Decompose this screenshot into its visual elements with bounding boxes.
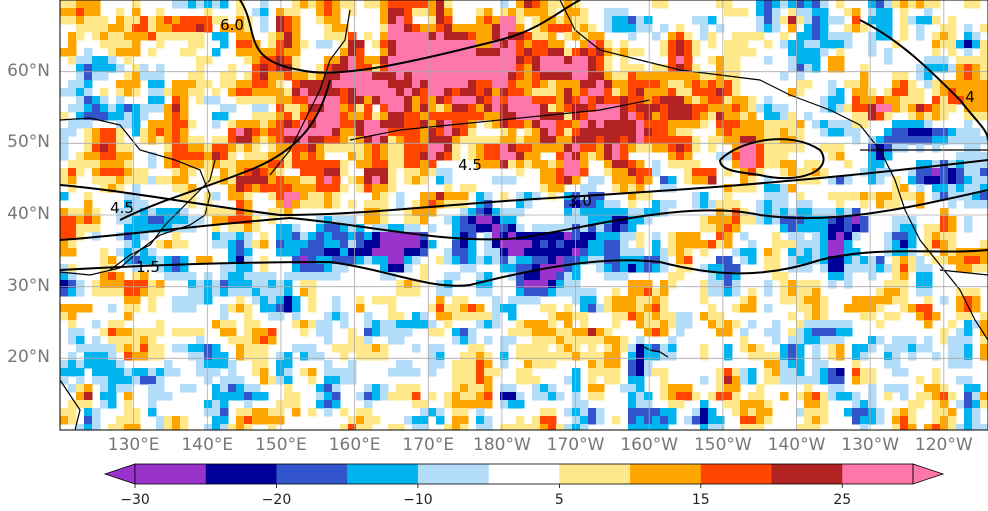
lon-label: 140°W <box>767 435 826 455</box>
colorbar-under-arrow <box>103 463 136 485</box>
contour-label-0: 6.0 <box>220 16 244 34</box>
japan-coast <box>109 159 216 271</box>
contour-6.0 <box>239 0 581 74</box>
contour-labels: 6.0 4.5 3.0 1.5 4.5 4 <box>110 16 975 276</box>
contour-label-3: 1.5 <box>136 258 160 276</box>
colorbar-segment-2 <box>276 464 348 484</box>
lon-label: 120°W <box>914 435 973 455</box>
contour-label-4: 4.5 <box>458 156 482 174</box>
lat-label: 40°N <box>7 204 50 224</box>
contour-lines <box>60 0 988 287</box>
lon-label: 150°W <box>693 435 752 455</box>
colorbar-segment-4 <box>417 464 489 484</box>
contour-1.5-a <box>60 189 988 241</box>
colorbar-segment-10 <box>842 464 914 484</box>
graticule <box>60 0 988 430</box>
colorbar-segment-5 <box>488 464 560 484</box>
contour-3.0 <box>60 159 988 217</box>
colorbar-tick-label: −10 <box>403 492 433 508</box>
contour-ring-east <box>719 138 825 180</box>
lon-label: 150°E <box>255 435 307 455</box>
lat-label: 60°N <box>7 60 50 81</box>
asia-south-coast <box>60 379 81 430</box>
colorbar-segment-9 <box>771 464 843 484</box>
coastlines <box>60 0 988 430</box>
contour-1.5-b <box>60 249 988 287</box>
lon-label: 170°E <box>402 435 455 455</box>
colorbar-tick-label: 5 <box>554 492 564 508</box>
aleutian-chain <box>349 99 651 141</box>
lon-label: 160°W <box>620 435 679 455</box>
colorbar <box>103 463 945 488</box>
lon-label: 170°W <box>546 435 605 455</box>
colorbar-segment-8 <box>700 464 772 484</box>
colorbar-segment-6 <box>559 464 631 484</box>
hawaii <box>639 344 669 358</box>
kamchatka-coast <box>269 9 351 176</box>
contour-label-2: 3.0 <box>568 192 592 210</box>
colorbar-tick-label: 15 <box>691 492 710 508</box>
contour-east-lobe <box>859 19 988 141</box>
lat-label: 20°N <box>7 347 50 368</box>
lon-label: 130°E <box>107 435 160 455</box>
lon-label: 140°E <box>181 435 234 455</box>
us-mex-border <box>939 269 988 276</box>
alaska-coast <box>559 0 988 341</box>
colorbar-segment-7 <box>630 464 702 484</box>
lat-label: 30°N <box>7 275 50 296</box>
colorbar-segment-3 <box>347 464 419 484</box>
lon-label: 180°W <box>473 435 531 455</box>
colorbar-tick-label: −20 <box>261 492 292 508</box>
colorbar-segment-1 <box>205 464 277 484</box>
colorbar-segment-0 <box>135 464 207 484</box>
contour-label-5: 4 <box>965 88 975 106</box>
lon-label: 160°E <box>328 435 381 455</box>
lat-label: 50°N <box>7 132 50 153</box>
colorbar-over-arrow <box>912 463 945 485</box>
contour-4.5 <box>119 79 331 221</box>
colorbar-tick-label: −30 <box>120 492 150 508</box>
lon-label: 130°W <box>841 435 900 455</box>
map-frame <box>59 0 988 431</box>
contour-label-1: 4.5 <box>110 199 134 217</box>
colorbar-tick-label: 25 <box>833 492 852 508</box>
